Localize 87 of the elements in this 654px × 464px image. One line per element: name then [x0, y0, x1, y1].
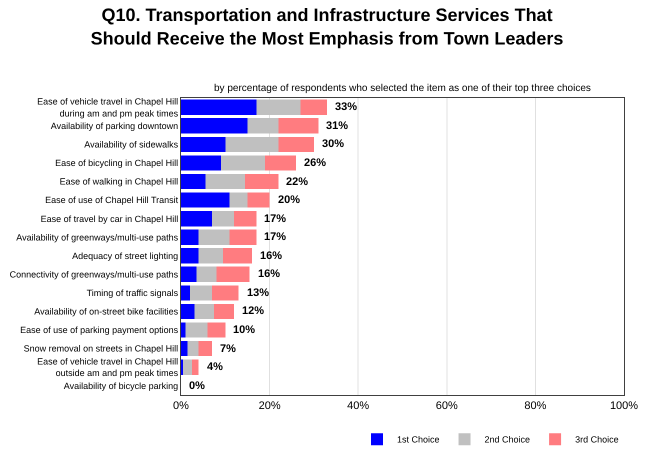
bar	[198, 248, 224, 264]
bar	[198, 340, 212, 356]
bar	[192, 360, 199, 375]
x-tick-label: 80%	[524, 400, 547, 412]
total-label: 17%	[264, 213, 286, 225]
total-label: 22%	[286, 176, 308, 188]
y-tick-label: Ease of bicycling in Chapel Hill	[55, 158, 178, 168]
bar	[198, 230, 230, 245]
y-tick-label: Snow removal on streets in Chapel Hill	[24, 344, 178, 354]
bar	[247, 192, 270, 208]
bar	[212, 285, 239, 301]
y-tick-label: Adequacy of street lighting	[72, 250, 178, 261]
bar	[212, 211, 234, 226]
y-tick-label: Ease of use of parking payment options	[20, 325, 179, 336]
x-tick-label: 0%	[173, 400, 190, 412]
legend-label: 2nd Choice	[484, 434, 530, 445]
bar	[181, 230, 199, 245]
bar	[300, 100, 328, 115]
bar	[216, 266, 250, 282]
bar	[265, 155, 296, 171]
bar	[181, 118, 248, 134]
chart-title: Q10. Transportation and Infrastructure Services That Should Receive the Most Emphasis from Town Leaders	[90, 4, 564, 48]
y-tick-label: Availability of parking downtown	[50, 120, 178, 131]
total-label: 26%	[304, 157, 326, 169]
total-label: 0%	[189, 380, 206, 392]
total-label: 20%	[278, 194, 300, 206]
bar	[181, 155, 221, 171]
total-label: 31%	[326, 120, 348, 132]
bar	[185, 322, 208, 338]
chart-subtitle: by percentage of respondents who selected the item as one of their top three choices	[214, 83, 591, 94]
y-tick-label: Connectivity of greenways/multi-use paths	[10, 269, 179, 280]
bar	[230, 230, 256, 245]
bar	[225, 136, 278, 152]
bar	[230, 192, 248, 208]
y-tick-label: Availability of greenways/multi-use paths	[16, 232, 179, 242]
x-tick-label: 100%	[610, 400, 638, 412]
total-label: 16%	[258, 268, 280, 280]
y-tick-label: Availability of on-street bike facilities	[34, 306, 179, 317]
bar	[214, 304, 234, 320]
total-label: 7%	[220, 343, 236, 355]
bar	[181, 322, 186, 338]
bar	[256, 100, 301, 115]
total-label: 13%	[247, 287, 270, 299]
bar	[181, 136, 226, 152]
total-label: 17%	[264, 231, 286, 243]
y-tick-label: Ease of vehicle travel in Chapel Hill during am and pm peak times	[37, 96, 179, 118]
total-label: 10%	[233, 324, 256, 336]
legend-label: 1st Choice	[397, 434, 440, 445]
bar	[247, 118, 278, 134]
total-label: 12%	[242, 305, 264, 317]
bar	[183, 360, 192, 375]
bar	[181, 192, 230, 208]
x-tick-label: 20%	[258, 400, 281, 412]
bar	[181, 340, 188, 356]
y-tick-label: Ease of travel by car in Chapel Hill	[40, 214, 178, 224]
bar	[181, 174, 206, 190]
bar	[181, 248, 199, 264]
y-tick-label: Timing of traffic signals	[86, 288, 179, 298]
bar	[188, 340, 199, 356]
total-label: 33%	[335, 101, 358, 113]
bar	[220, 155, 266, 171]
total-label: 16%	[260, 250, 282, 262]
bar	[181, 266, 197, 282]
y-tick-label: Ease of vehicle travel in Chapel Hill outside am and pm peak times	[37, 356, 179, 378]
bar	[196, 266, 216, 282]
bar	[181, 100, 256, 115]
total-label: 30%	[322, 138, 344, 150]
bar	[181, 304, 194, 320]
total-label: 4%	[207, 361, 224, 373]
bar	[181, 211, 212, 226]
bar	[245, 174, 278, 190]
bar	[194, 304, 214, 320]
x-tick-label: 60%	[436, 400, 458, 412]
bar	[208, 322, 226, 338]
y-tick-label: Ease of walking in Chapel Hill	[60, 176, 178, 187]
bar	[190, 285, 212, 301]
bar	[278, 136, 314, 152]
y-tick-label: Availability of sidewalks	[84, 140, 179, 150]
x-tick-label: 40%	[347, 400, 370, 412]
y-tick-label: Availability of bicycle parking	[64, 380, 178, 391]
bar	[278, 118, 318, 134]
bar	[205, 174, 246, 190]
legend-label: 3rd Choice	[575, 434, 619, 445]
bar	[181, 285, 190, 301]
bar	[223, 248, 252, 264]
y-tick-label: Ease of use of Chapel Hill Transit	[45, 195, 179, 206]
bar	[234, 211, 256, 226]
